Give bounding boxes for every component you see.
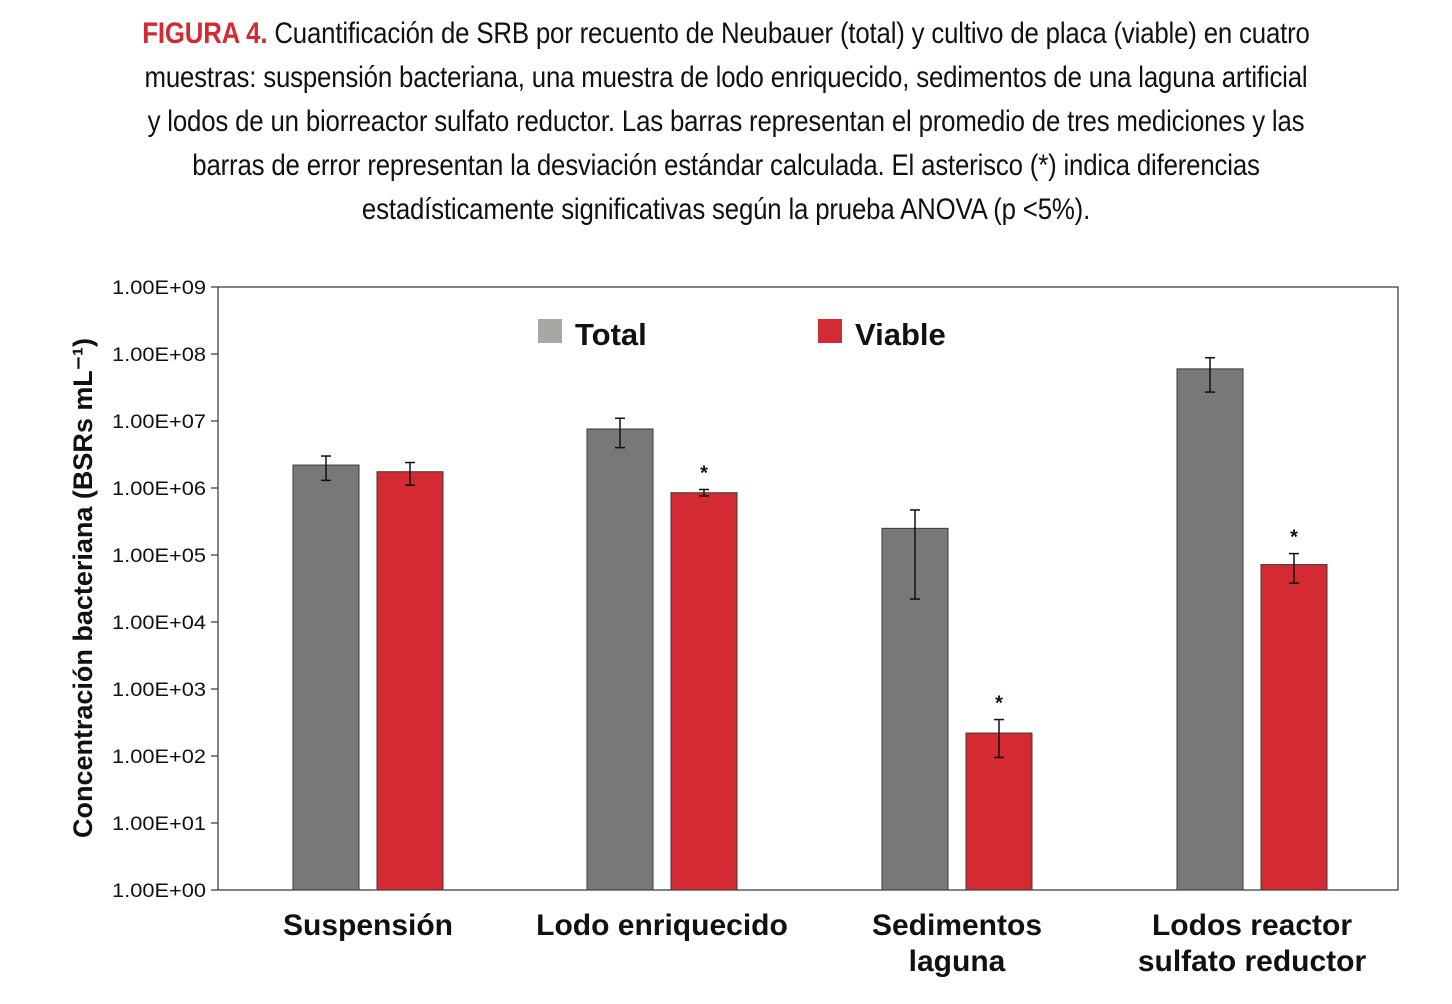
y-tick-label: 1.00E+01 — [112, 814, 206, 835]
category-label: Lodos reactor — [1152, 909, 1352, 942]
figure-caption-text: Cuantificación de SRB por recuento de Ne… — [144, 17, 1310, 226]
y-tick-label: 1.00E+04 — [112, 613, 206, 634]
legend-swatch-viable — [818, 319, 842, 343]
significance-asterisk: * — [995, 693, 1003, 715]
category-label: Suspensión — [283, 909, 453, 942]
y-tick-label: 1.00E+07 — [112, 412, 206, 433]
category-label: laguna — [909, 945, 1006, 978]
y-tick-label: 1.00E+00 — [112, 881, 206, 902]
category-label: sulfato reductor — [1138, 945, 1367, 978]
category-label: Sedimentos — [872, 909, 1042, 942]
y-tick-label: 1.00E+05 — [112, 546, 206, 567]
y-tick-label: 1.00E+08 — [112, 345, 206, 366]
y-axis-label: Concentración bacteriana (BSRs mL⁻¹) — [68, 338, 98, 838]
significance-asterisk: * — [700, 462, 708, 484]
y-tick-label: 1.00E+09 — [112, 278, 206, 299]
legend-swatch-total — [538, 319, 562, 343]
bar-viable — [965, 732, 1033, 891]
y-tick-label: 1.00E+06 — [112, 479, 206, 500]
y-tick-label: 1.00E+02 — [112, 747, 206, 768]
plot-frame — [217, 286, 1399, 891]
figure-label: FIGURA 4. — [142, 17, 268, 50]
bar-viable — [376, 471, 444, 891]
bar-total — [1176, 368, 1244, 891]
figure-caption: FIGURA 4. Cuantificación de SRB por recu… — [136, 12, 1316, 232]
category-label: Lodo enriquecido — [536, 909, 788, 942]
bar-total — [292, 464, 360, 891]
significance-asterisk: * — [1290, 527, 1298, 549]
legend-label-viable: Viable — [855, 317, 946, 352]
bar-viable — [670, 492, 738, 891]
y-tick-label: 1.00E+03 — [112, 680, 206, 701]
bar-viable — [1260, 564, 1328, 891]
bar-total — [586, 428, 654, 891]
legend-label-total: Total — [575, 317, 647, 352]
